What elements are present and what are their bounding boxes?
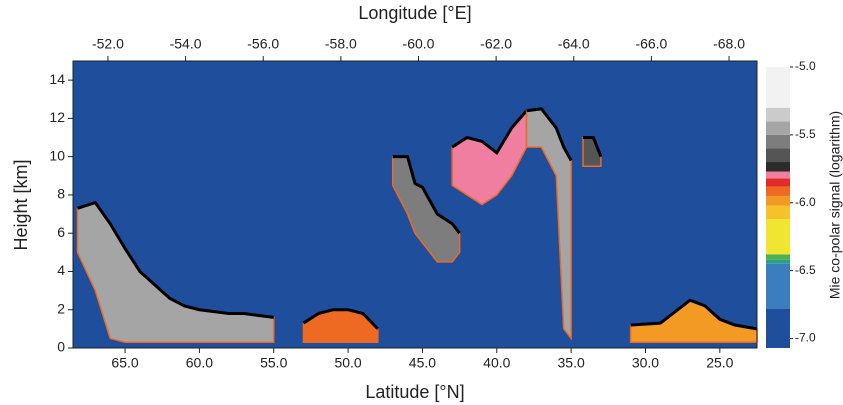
cloud-top <box>392 155 461 235</box>
x-tick-label: 50.0 <box>334 355 361 371</box>
y-tick-label: 10 <box>49 147 65 163</box>
top-tick-label: -66.0 <box>635 36 667 52</box>
colorbar-band <box>766 259 790 264</box>
top-tick-label: -54.0 <box>170 36 202 52</box>
x-tick-label: 65.0 <box>111 355 138 371</box>
cloud-top <box>451 109 528 156</box>
cloud-top <box>77 200 274 319</box>
colorbar-band <box>766 186 790 196</box>
colorbar-band <box>766 308 790 348</box>
cloud-top <box>526 107 573 162</box>
x-tick-label: 25.0 <box>706 355 733 371</box>
colorbar-tick-label: -5.5 <box>795 127 816 141</box>
colorbar-label: Mie co-polar signal (logarithm) <box>827 111 843 299</box>
colorbar-band <box>766 178 790 187</box>
top-tick-label: -64.0 <box>558 36 590 52</box>
y-tick-label: 6 <box>57 224 65 240</box>
y-tick-label: 2 <box>57 300 65 316</box>
top-tick-label: -62.0 <box>480 36 512 52</box>
colorbar-tick-label: -5.0 <box>795 59 816 73</box>
top-tick-label: -52.0 <box>92 36 124 52</box>
colorbar-band <box>766 205 790 220</box>
colorbar-band <box>766 195 790 206</box>
colorbar-tick-label: -6.5 <box>795 263 816 277</box>
cloud-top <box>583 136 603 158</box>
x-axis-label: Latitude [°N] <box>365 382 464 402</box>
top-axis-label: Longitude [°E] <box>358 3 471 23</box>
y-tick-label: 4 <box>57 262 65 278</box>
cloud-top <box>630 298 758 331</box>
colorbar-band <box>766 67 790 108</box>
y-axis-label: Height [km] <box>11 159 31 250</box>
y-tick-label: 0 <box>57 339 65 355</box>
colorbar-band <box>766 263 790 309</box>
y-tick-label: 8 <box>57 186 65 202</box>
x-tick-label: 30.0 <box>632 355 659 371</box>
colorbar-tick-label: -6.0 <box>795 195 816 209</box>
colorbar-tick-label: -7.0 <box>795 331 816 345</box>
y-tick-label: 12 <box>49 109 65 125</box>
x-tick-label: 35.0 <box>558 355 585 371</box>
top-tick-label: -68.0 <box>713 36 745 52</box>
x-tick-label: 55.0 <box>260 355 287 371</box>
y-tick-label: 14 <box>49 71 65 87</box>
colorbar-band <box>766 162 790 172</box>
colorbar-band <box>766 107 790 122</box>
colorbar-band <box>766 121 790 135</box>
top-tick-label: -56.0 <box>247 36 279 52</box>
top-tick-label: -60.0 <box>403 36 435 52</box>
x-tick-label: 45.0 <box>409 355 436 371</box>
cloud-top <box>302 308 379 330</box>
colorbar-band <box>766 148 790 163</box>
plot-frame <box>72 60 758 349</box>
x-tick-label: 40.0 <box>483 355 510 371</box>
colorbar-band <box>766 254 790 260</box>
top-tick-label: -58.0 <box>325 36 357 52</box>
colorbar-band <box>766 134 790 149</box>
colorbar-band <box>766 219 790 255</box>
x-tick-label: 60.0 <box>186 355 213 371</box>
colorbar-band <box>766 171 790 179</box>
